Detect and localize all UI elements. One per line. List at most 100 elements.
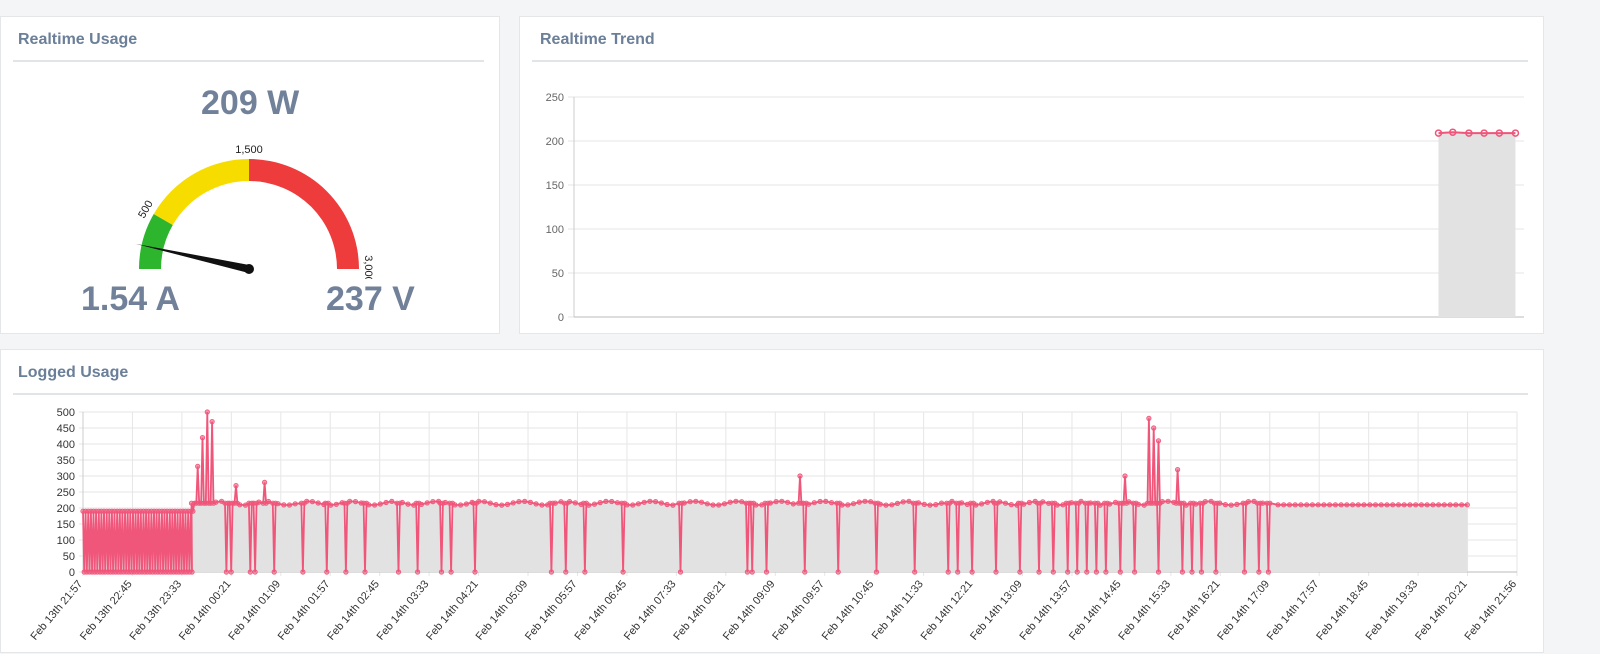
data-point <box>199 434 206 441</box>
data-point <box>213 499 219 505</box>
data-point <box>1074 569 1080 575</box>
data-point <box>189 569 195 575</box>
data-point <box>1084 569 1090 575</box>
x-tick-label: Feb 13th 22:45 <box>78 578 135 642</box>
data-point <box>739 499 745 505</box>
data-point <box>582 569 588 575</box>
data-point <box>1198 569 1205 575</box>
gauge-tick-label: 1,500 <box>235 144 263 156</box>
data-point <box>366 502 372 508</box>
data-point <box>1495 129 1504 137</box>
x-tick-label: Feb 14th 09:09 <box>721 578 778 642</box>
data-point <box>1292 502 1298 508</box>
data-point <box>377 501 383 507</box>
data-point <box>1350 502 1356 508</box>
data-point <box>868 499 874 505</box>
x-tick-label: Feb 14th 13:57 <box>1017 578 1074 642</box>
data-point <box>586 502 592 508</box>
data-point <box>817 498 823 505</box>
data-point <box>915 500 922 506</box>
data-point <box>839 502 845 508</box>
data-point <box>1465 129 1473 137</box>
data-point <box>1372 502 1379 508</box>
data-point <box>228 569 234 575</box>
data-point <box>271 569 277 575</box>
data-point <box>261 479 268 486</box>
x-tick-label: Feb 14th 14:45 <box>1067 578 1124 642</box>
data-point <box>1175 466 1181 473</box>
y-tick-label: 300 <box>57 471 75 483</box>
data-point <box>286 502 293 508</box>
data-point <box>877 501 883 507</box>
data-point <box>1213 569 1219 575</box>
data-point <box>921 501 927 508</box>
data-point <box>1117 569 1123 575</box>
x-tick-label: Feb 14th 07:33 <box>622 578 679 642</box>
data-point <box>883 502 889 508</box>
y-tick-label: 100 <box>546 224 564 236</box>
y-tick-label: 50 <box>63 551 75 563</box>
x-tick-label: Feb 14th 12:21 <box>919 578 976 642</box>
data-point <box>1008 502 1014 508</box>
data-point <box>304 498 310 504</box>
data-point <box>552 500 558 506</box>
data-point <box>252 569 258 575</box>
data-point <box>1193 501 1199 507</box>
data-point <box>1165 498 1171 504</box>
data-point <box>641 499 647 505</box>
data-point <box>516 499 522 505</box>
data-point <box>292 501 298 507</box>
data-point <box>1327 502 1333 508</box>
data-point <box>1107 501 1113 507</box>
data-point <box>539 502 545 508</box>
data-point <box>805 501 812 507</box>
data-point <box>664 501 670 508</box>
data-point <box>1265 569 1272 575</box>
data-point <box>1026 499 1033 506</box>
data-point <box>324 569 330 575</box>
data-point <box>1267 500 1273 506</box>
data-point <box>949 498 955 504</box>
data-point <box>1183 502 1189 508</box>
gauge-band <box>153 159 249 225</box>
x-tick-label: Feb 14th 00:21 <box>177 578 234 642</box>
data-point <box>1464 502 1470 508</box>
data-point <box>1344 502 1350 508</box>
data-point <box>457 502 464 508</box>
data-point <box>448 569 454 575</box>
data-point <box>958 500 965 506</box>
data-point <box>1367 502 1373 508</box>
realtime-trend-chart: 0 50 100 150 200 250 <box>546 92 1524 324</box>
x-tick-label: Feb 14th 09:57 <box>770 578 827 642</box>
data-point <box>1275 502 1281 508</box>
y-tick-label: 0 <box>558 312 564 324</box>
data-point <box>1384 502 1390 508</box>
data-point <box>504 501 511 508</box>
data-point <box>1407 502 1413 508</box>
data-point <box>1413 502 1419 508</box>
data-point <box>1132 569 1138 575</box>
data-point <box>906 498 912 504</box>
data-point <box>237 502 243 508</box>
data-point <box>1338 502 1344 508</box>
data-point <box>635 501 642 507</box>
data-point <box>352 499 359 505</box>
data-point <box>487 500 493 506</box>
data-point <box>1228 502 1234 508</box>
data-point <box>823 498 829 505</box>
data-point <box>566 499 573 505</box>
data-point <box>828 500 835 506</box>
data-point <box>938 500 945 506</box>
data-point <box>630 502 636 508</box>
data-point <box>1050 569 1056 575</box>
x-tick-label: Feb 14th 17:09 <box>1215 578 1272 642</box>
data-point <box>984 499 991 505</box>
x-tick-label: Feb 14th 06:45 <box>572 578 629 642</box>
y-tick-label: 450 <box>57 423 75 435</box>
data-point <box>811 500 817 506</box>
data-point <box>333 501 339 507</box>
gauge-needle <box>135 243 250 273</box>
data-point <box>527 499 534 506</box>
data-point <box>1217 500 1223 506</box>
data-point <box>677 569 684 575</box>
